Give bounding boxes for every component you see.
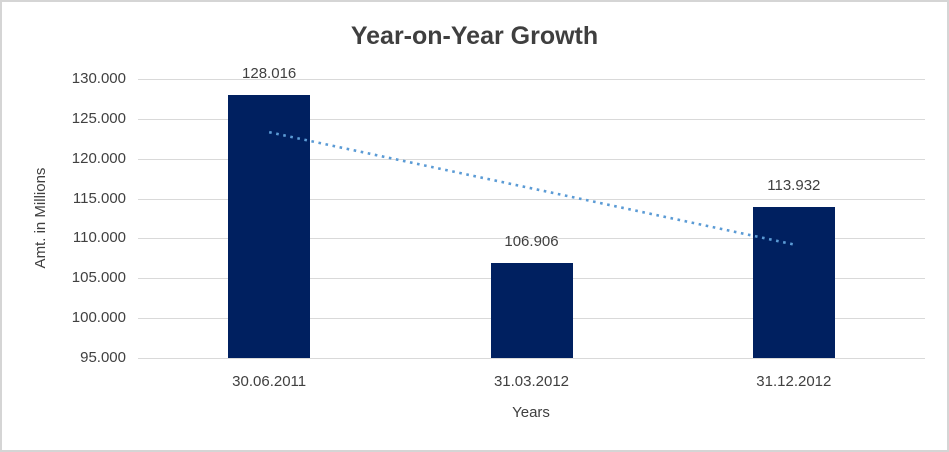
x-tick-label: 31.12.2012: [756, 373, 832, 390]
x-axis-title: Years: [512, 404, 550, 421]
gridline: [138, 79, 925, 80]
bar: [752, 207, 835, 358]
y-tick-label: 95.000: [80, 349, 126, 366]
x-tick-label: 30.06.2011: [232, 373, 307, 390]
y-tick-label: 130.000: [71, 70, 126, 87]
bar: [490, 263, 573, 358]
y-tick-label: 115.000: [72, 189, 126, 207]
y-tick-label: 125.000: [71, 109, 126, 127]
chart-title: Year-on-Year Growth: [350, 22, 599, 50]
y-tick-label: 110.000: [72, 229, 126, 247]
bar-data-label: 128.016: [242, 64, 297, 82]
y-tick-label: 100.000: [71, 309, 126, 327]
bar: [228, 94, 311, 358]
x-tick-label: 31.03.2012: [493, 373, 570, 390]
y-tick-label: 120.000: [71, 149, 126, 167]
y-axis-title: Amt. in Millions: [32, 167, 49, 269]
gridline: [138, 118, 925, 120]
bar-data-label: 106.906: [504, 233, 559, 251]
y-tick-label: 105.000: [71, 269, 126, 287]
plot-area: [138, 79, 925, 359]
bar-data-label: 113.932: [767, 177, 821, 195]
gridline: [138, 358, 925, 359]
